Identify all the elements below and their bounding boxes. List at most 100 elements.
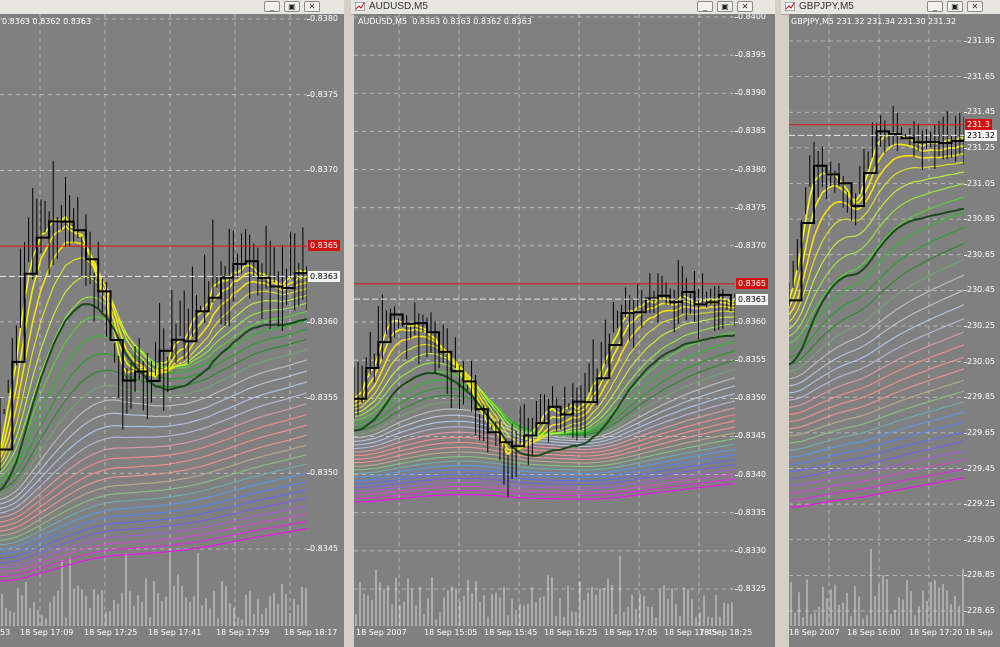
ribbon-line: [789, 468, 964, 501]
price-tick: [735, 550, 738, 552]
ribbon-line: [0, 444, 307, 537]
price-tick-label: 230.85: [967, 214, 995, 224]
ribbon-line: [354, 413, 735, 457]
time-axis[interactable]: 18 Sep 2007 18 Sep 16:00 18 Sep 17:20 18 Se…: [789, 627, 1000, 647]
price-tick-label: 0.8345: [310, 544, 338, 553]
price-tick-label: 0.8370: [738, 240, 766, 250]
chart-icon: [355, 2, 365, 11]
ribbon-line: [0, 424, 307, 528]
minimize-button[interactable]: _: [927, 1, 943, 12]
ohlc-readout: 0.8363 0.8362 0.8363: [2, 17, 92, 26]
ribbon-line: [0, 370, 307, 505]
time-tick-label: 18 Sep 16:25: [544, 628, 598, 637]
bid-price-box: 0.8365: [736, 277, 768, 289]
minimize-button[interactable]: _: [697, 1, 713, 12]
time-tick-label: 18 Sep 2007: [356, 628, 407, 637]
ribbon-line: [0, 328, 307, 487]
price-tick-label: 0.8350: [738, 393, 766, 403]
ribbon-line: [354, 478, 735, 499]
chart-plot-area[interactable]: AUDUSD,M5 0.8363 0.8363 0.8362 0.8363: [354, 14, 735, 627]
price-tick-label: 229.65: [967, 427, 995, 437]
price-tick-label: 231.25: [967, 142, 995, 152]
ask-price-box: 0.8363: [308, 271, 340, 283]
price-tick-label: 230.45: [967, 285, 995, 295]
price-tick-label: 228.85: [967, 570, 995, 580]
symbol-label: AUDUSD,M5: [358, 17, 408, 26]
price-axis[interactable]: 0.8400 0.8395 0.8390 0.8385 0.8380 0.8375 0.83…: [735, 14, 775, 627]
window-title: AUDUSD,M5: [369, 1, 428, 12]
price-tick-label: 0.8360: [310, 316, 338, 326]
ribbon-line: [789, 259, 964, 373]
ribbon-line: [354, 459, 735, 485]
price-tick-label: 230.25: [967, 321, 995, 330]
price-tick: [735, 360, 738, 362]
ohlc-values: 0.8363 0.8363 0.8362 0.8363: [412, 17, 532, 26]
price-tick-label: 0.8335: [738, 507, 766, 517]
ask-price-box: 0.8363: [736, 294, 768, 306]
title-bar[interactable]: GBPJPY,M5 _ ▣ ✕: [781, 0, 1000, 15]
price-tick: [964, 504, 967, 506]
price-tick: [964, 539, 967, 541]
price-tick-label: 0.8375: [738, 202, 766, 212]
ribbon-line: [789, 450, 964, 487]
price-tick: [735, 245, 738, 247]
restore-button[interactable]: ▣: [284, 1, 300, 12]
ribbon-line: [354, 407, 735, 453]
ribbon-line: [0, 310, 307, 478]
ribbon-line: [789, 196, 964, 344]
price-tick-label: 229.85: [967, 392, 995, 402]
price-tick: [964, 290, 967, 292]
time-axis[interactable]: 18 Sep 2007 18 Sep 15:05 18 Sep 15:45 18 Se…: [354, 627, 775, 647]
chart-window-1[interactable]: _ ▣ ✕ 0.8363 0.8362 0.8363 0.8380 0.8375 0…: [0, 0, 344, 647]
time-tick-label: 18 Sep 17:45: [664, 628, 718, 637]
restore-button[interactable]: ▣: [717, 1, 733, 12]
slow-ma-line: [0, 303, 307, 491]
price-tick: [964, 219, 967, 221]
price-tick: [735, 322, 738, 324]
title-bar[interactable]: AUDUSD,M5 _ ▣ ✕: [351, 0, 775, 15]
time-axis[interactable]: 53 18 Sep 17:09 18 Sep 17:25 18 Sep 17:41 18…: [0, 627, 344, 647]
restore-button[interactable]: ▣: [947, 1, 963, 12]
ribbon-line: [354, 393, 735, 446]
chart-window-2[interactable]: AUDUSD,M5 _ ▣ ✕ AUDUSD,M5 0.8363 0.8363 …: [351, 0, 775, 647]
ribbon-line: [0, 497, 307, 564]
price-tick: [964, 41, 967, 42]
ribbon-line: [789, 477, 964, 508]
ribbon-line: [354, 454, 735, 482]
ribbon-line: [789, 411, 964, 458]
chart-plot-area[interactable]: GBPJPY,M5 231.32 231.34 231.30 231.32: [789, 14, 964, 627]
ribbon-line: [789, 379, 964, 437]
ribbon-line: [354, 385, 735, 442]
price-tick: [735, 17, 738, 18]
price-tick: [964, 112, 967, 114]
ribbon-line: [0, 224, 307, 455]
price-axis[interactable]: 0.8380 0.8375 0.8370 0.8360 0.8355 0.8350 0.83…: [307, 14, 344, 627]
price-tick: [307, 170, 310, 172]
price-tick-label: 0.8380: [310, 14, 338, 23]
price-tick-label: 229.45: [967, 463, 995, 473]
ribbon-line: [0, 434, 307, 532]
ribbon-line: [0, 276, 307, 468]
close-button[interactable]: ✕: [967, 1, 983, 12]
time-tick-label: 18 Sep: [965, 628, 993, 637]
title-bar[interactable]: _ ▣ ✕: [0, 0, 344, 15]
ohlc-readout: GBPJPY,M5 231.32 231.34 231.30 231.32: [791, 17, 957, 26]
price-axis[interactable]: 231.85 231.65 231.45 231.25 231.05 230.85 230.…: [964, 14, 1000, 627]
price-tick-label: 231.65: [967, 71, 995, 81]
price-tick: [307, 473, 310, 475]
price-tick: [735, 207, 738, 209]
ribbon-line: [789, 304, 964, 394]
price-tick: [735, 398, 738, 400]
close-button[interactable]: ✕: [304, 1, 320, 12]
chart-plot-area[interactable]: 0.8363 0.8362 0.8363: [0, 14, 307, 627]
price-tick-label: 0.8375: [310, 89, 338, 99]
price-tick: [735, 436, 738, 438]
price-tick: [964, 468, 967, 470]
price-tick: [964, 432, 967, 434]
chart-window-3[interactable]: GBPJPY,M5 _ ▣ ✕ GBPJPY,M5 231.32 231.34 …: [781, 0, 1000, 647]
price-step-line: [0, 220, 307, 451]
minimize-button[interactable]: _: [264, 1, 280, 12]
ribbon-line: [789, 274, 964, 380]
close-button[interactable]: ✕: [737, 1, 753, 12]
chart-icon: [785, 2, 795, 11]
